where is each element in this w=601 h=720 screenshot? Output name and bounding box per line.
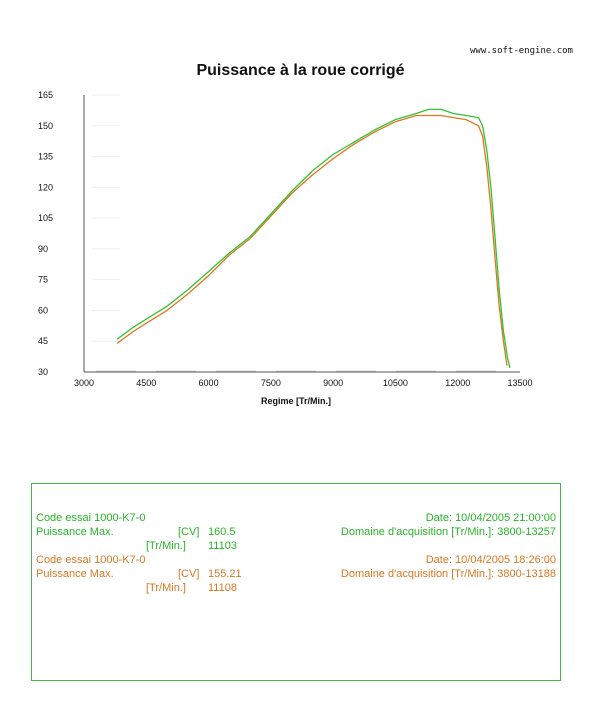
y-tick-label: 135: [38, 152, 53, 162]
y-tick-label: 30: [38, 367, 48, 377]
series-line-2: [116, 114, 508, 366]
y-tick-label: 90: [38, 244, 48, 254]
x-tick-label: 6000: [199, 378, 219, 388]
run2-pmax-value: 155.21: [208, 568, 242, 580]
x-axis-label: Regime [Tr/Min.]: [261, 396, 331, 406]
run2-date: Date: 10/04/2005 18:26:00: [425, 554, 556, 566]
x-tick-label: 3000: [74, 378, 94, 388]
x-tick-label: 13500: [507, 378, 532, 388]
y-tick-label: 165: [38, 90, 53, 100]
power-chart: 30 45 60 75 90 105 120 135 150 165 3000 4500 6000 75…: [38, 90, 533, 406]
x-tick-label: 7500: [261, 378, 281, 388]
x-tick-label: 10500: [383, 378, 408, 388]
y-tick-label: 75: [38, 275, 48, 285]
y-tick-label: 150: [38, 121, 53, 131]
run2-pmax-unit: [CV]: [178, 568, 200, 580]
run1-pmax-unit: [CV]: [178, 526, 200, 538]
run2-code: Code essai 1000-K7-0: [36, 554, 146, 566]
run2-pmax-label: Puissance Max.: [36, 568, 114, 580]
run1-code: Code essai 1000-K7-0: [36, 512, 146, 524]
run1-pmax-value: 160.5: [208, 526, 236, 538]
run2-rpm-unit: [Tr/Min.]: [146, 582, 186, 594]
y-tick-label: 120: [38, 182, 53, 192]
run2-rpm-value: 11108: [208, 582, 237, 594]
run1-rpm-value: 11103: [208, 540, 237, 552]
x-tick-label: 12000: [445, 378, 470, 388]
series-line-1: [116, 108, 511, 369]
run2-domain: Domaine d'acquisition [Tr/Min.]: 3800-13…: [340, 568, 556, 580]
run1-date: Date: 10/04/2005 21:00:00: [425, 512, 556, 524]
x-tick-label: 9000: [323, 378, 343, 388]
results-panel: Code essai 1000-K7-0 Puissance Max. [CV]…: [31, 483, 561, 681]
x-tick-label: 4500: [136, 378, 156, 388]
website-url: www.soft-engine.com: [470, 46, 573, 56]
y-tick-label: 45: [38, 336, 48, 346]
run1-domain: Domaine d'acquisition [Tr/Min.]: 3800-13…: [340, 526, 556, 538]
run1-rpm-unit: [Tr/Min.]: [146, 540, 186, 552]
run1-pmax-label: Puissance Max.: [36, 526, 114, 538]
y-tick-label: 60: [38, 305, 48, 315]
chart-title: Puissance à la roue corrigé: [196, 62, 405, 79]
y-tick-label: 105: [38, 213, 53, 223]
